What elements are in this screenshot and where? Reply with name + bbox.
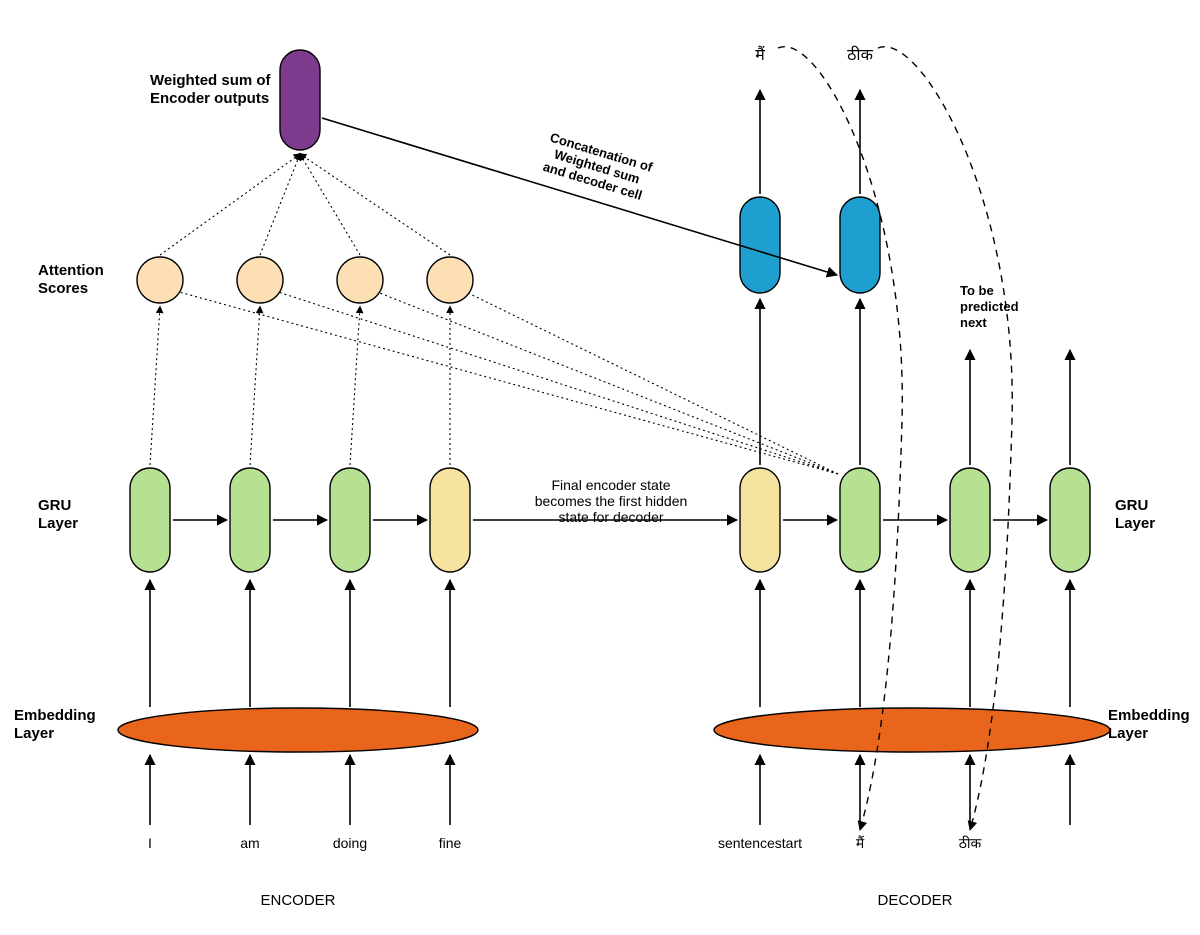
attention-to-context: [300, 154, 360, 255]
label-to-predict: next: [960, 315, 987, 330]
label-embedding-left: Embedding: [14, 707, 96, 724]
decoder-gru-cell: [950, 468, 990, 572]
attention-score: [137, 257, 183, 303]
decoder-output-token: ठीक: [847, 45, 873, 64]
encoder-embedding: [118, 708, 478, 752]
label-gru-left: GRU: [38, 497, 71, 514]
encoder-gru-cell: [230, 468, 270, 572]
decoder-token: मैं: [856, 835, 865, 851]
label-decoder: DECODER: [877, 892, 952, 909]
gru-to-attention: [150, 307, 160, 465]
decoder-output-cell: [740, 197, 780, 293]
label-embedding-right: Embedding: [1108, 707, 1190, 724]
decoder-gru-cell: [740, 468, 780, 572]
decoder-to-attention: [272, 290, 838, 474]
gru-to-attention: [250, 307, 260, 465]
decoder-token: ठीक: [959, 835, 982, 851]
attention-score: [427, 257, 473, 303]
label-attention-scores: Attention: [38, 262, 104, 279]
decoder-embedding: [714, 708, 1110, 752]
encoder-token: I: [148, 835, 152, 851]
label-embedding-right: Layer: [1108, 725, 1148, 742]
attention-to-context: [300, 154, 450, 255]
decoder-to-attention: [172, 290, 838, 474]
decoder-gru-cell: [1050, 468, 1090, 572]
attention-to-context: [160, 154, 300, 255]
gru-to-attention: [350, 307, 360, 465]
context-vector: [280, 50, 320, 150]
label-to-predict: To be: [960, 283, 994, 298]
label-embedding-left: Layer: [14, 725, 54, 742]
encoder-token: fine: [439, 835, 462, 851]
encoder-gru-cell: [430, 468, 470, 572]
encoder-gru-cell: [330, 468, 370, 572]
label-weighted-sum: Weighted sum of: [150, 72, 272, 89]
encoder-token: am: [240, 835, 259, 851]
label-concat: Concatenation ofWeighted sumand decoder …: [540, 130, 655, 204]
decoder-output-cell: [840, 197, 880, 293]
decoder-to-attention: [462, 290, 838, 474]
label-weighted-sum: Encoder outputs: [150, 90, 269, 107]
encoder-token: doing: [333, 835, 367, 851]
label-gru-right: GRU: [1115, 497, 1148, 514]
attention-to-context: [260, 154, 300, 255]
label-to-predict: predicted: [960, 299, 1019, 314]
decoder-output-token: मैं: [755, 45, 765, 64]
decoder-gru-cell: [840, 468, 880, 572]
label-gru-left: Layer: [38, 515, 78, 532]
decoder-to-attention: [372, 290, 838, 474]
attention-score: [237, 257, 283, 303]
label-encoder: ENCODER: [260, 892, 335, 909]
encoder-gru-cell: [130, 468, 170, 572]
decoder-token: sentencestart: [718, 835, 802, 851]
label-gru-right: Layer: [1115, 515, 1155, 532]
label-attention-scores: Scores: [38, 280, 88, 297]
label-final-state: Final encoder state: [551, 477, 670, 493]
label-final-state: state for decoder: [558, 509, 663, 525]
label-final-state: becomes the first hidden: [535, 493, 688, 509]
attention-score: [337, 257, 383, 303]
